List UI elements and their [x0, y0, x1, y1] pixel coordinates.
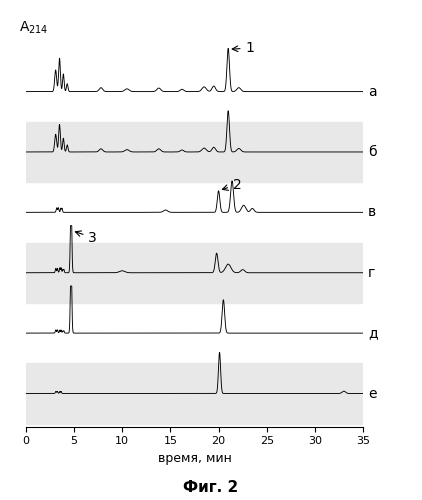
Text: Фиг. 2: Фиг. 2: [184, 480, 238, 495]
Text: г: г: [368, 266, 375, 280]
Text: в: в: [368, 206, 376, 220]
Text: д: д: [368, 326, 378, 340]
Text: б: б: [368, 145, 376, 159]
Text: 2: 2: [222, 178, 242, 192]
Bar: [26, 242, 363, 303]
Text: 3: 3: [76, 230, 97, 244]
Text: 1: 1: [232, 41, 254, 55]
Bar: [26, 122, 363, 182]
Text: A$_{214}$: A$_{214}$: [19, 20, 49, 36]
Bar: [26, 364, 363, 424]
Text: а: а: [368, 84, 376, 98]
X-axis label: время, мин: время, мин: [157, 452, 231, 465]
Text: е: е: [368, 386, 376, 400]
